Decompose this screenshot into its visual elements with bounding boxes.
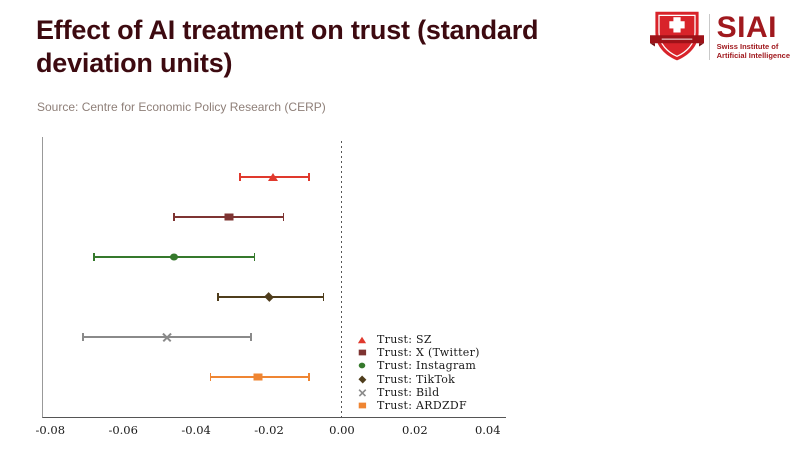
- legend-item-label: Trust: ARDZDF: [377, 399, 467, 413]
- x-marker-icon: [161, 332, 172, 343]
- diamond-marker-icon: [358, 375, 366, 384]
- legend-marker: [357, 388, 367, 397]
- errorbar-cap-left: [173, 213, 175, 221]
- page-title: Effect of AI treatment on trust (standar…: [36, 14, 636, 80]
- legend-item: Trust: TikTok: [356, 373, 480, 386]
- x-marker-icon: [357, 388, 366, 397]
- point-estimate-marker-circle: [170, 253, 179, 261]
- x-tick-label: 0.02: [402, 423, 428, 437]
- square-marker-icon: [224, 213, 234, 221]
- legend-item-label: Trust: Instagram: [377, 359, 477, 373]
- trust-effect-plot-area: -0.08 -0.06 -0.04 -0.02 0.00 0.02 0.04 Trust: S…: [36, 137, 506, 437]
- point-estimate-marker-square: [253, 373, 263, 381]
- legend-item: Trust: Bild: [356, 386, 480, 399]
- logo-text-block: SIAI Swiss Institute of Artificial Intel…: [716, 11, 790, 61]
- square-marker-icon: [358, 349, 366, 356]
- errorbar-cap-left: [217, 293, 219, 301]
- triangle-marker-icon: [267, 173, 278, 181]
- diamond-marker-icon: [264, 292, 274, 302]
- legend-item-label: Trust: Bild: [377, 385, 440, 399]
- x-tick-label: -0.08: [35, 423, 66, 437]
- errorbar-cap-left: [239, 173, 241, 181]
- x-tick-label: 0.04: [474, 423, 501, 437]
- legend: Trust: SZ Trust: X (Twitter) Trust: Instag…: [356, 333, 480, 412]
- errorbar-cap-right: [308, 173, 310, 181]
- source-label: Source: Centre for Economic Policy Resea…: [37, 100, 326, 114]
- triangle-marker-icon: [357, 336, 367, 343]
- logo-subtitle-line-2: Artificial Intelligence: [716, 51, 790, 60]
- errorbar-cap-left: [209, 373, 212, 381]
- title-line-1: Effect of AI treatment on trust (standar…: [36, 15, 539, 45]
- legend-item-label: Trust: SZ: [377, 333, 432, 347]
- legend-marker: [357, 336, 367, 343]
- x-tick-label: -0.06: [108, 423, 138, 437]
- legend-item: Trust: X (Twitter): [356, 346, 480, 359]
- title-line-2: deviation units): [36, 48, 233, 78]
- logo-subtitle-line-1: Swiss Institute of: [716, 42, 779, 51]
- errorbar-cap-left: [82, 333, 84, 341]
- legend-item-label: Trust: X (Twitter): [377, 346, 480, 360]
- errorbar-cap-right: [253, 253, 256, 261]
- siai-logo: SIAI Swiss Institute of Artificial Intel…: [649, 8, 790, 66]
- point-estimate-marker-x: [161, 332, 172, 343]
- logo-acronym: SIAI: [716, 11, 777, 44]
- legend-item-label: Trust: TikTok: [377, 372, 456, 386]
- legend-marker: [357, 375, 367, 384]
- square-marker-icon: [253, 373, 263, 381]
- zero-reference-line: [341, 141, 343, 417]
- legend-marker: [357, 402, 367, 409]
- circle-marker-icon: [358, 363, 366, 369]
- x-tick-label: -0.04: [181, 423, 211, 437]
- point-estimate-marker-square: [224, 213, 234, 221]
- legend-item: Trust: Instagram: [356, 359, 480, 372]
- errorbar-cap-right: [250, 333, 252, 341]
- legend-marker: [357, 363, 367, 369]
- point-estimate-marker-diamond: [264, 292, 274, 302]
- square-marker-icon: [358, 402, 366, 409]
- errorbar-cap-right: [282, 213, 285, 221]
- errorbar-cap-right: [308, 373, 310, 381]
- errorbar-cap-left: [93, 253, 95, 261]
- swiss-shield-cross-icon: [649, 11, 704, 61]
- point-estimate-marker-triangle: [267, 173, 278, 181]
- x-tick-label: 0.00: [329, 423, 355, 437]
- logo-divider: [708, 14, 710, 60]
- x-tick-label: -0.02: [254, 423, 284, 437]
- circle-marker-icon: [170, 253, 179, 261]
- legend-item: Trust: ARDZDF: [356, 399, 480, 412]
- errorbar-cap-right: [322, 293, 325, 301]
- legend-item: Trust: SZ: [356, 333, 480, 346]
- legend-marker: [357, 349, 367, 356]
